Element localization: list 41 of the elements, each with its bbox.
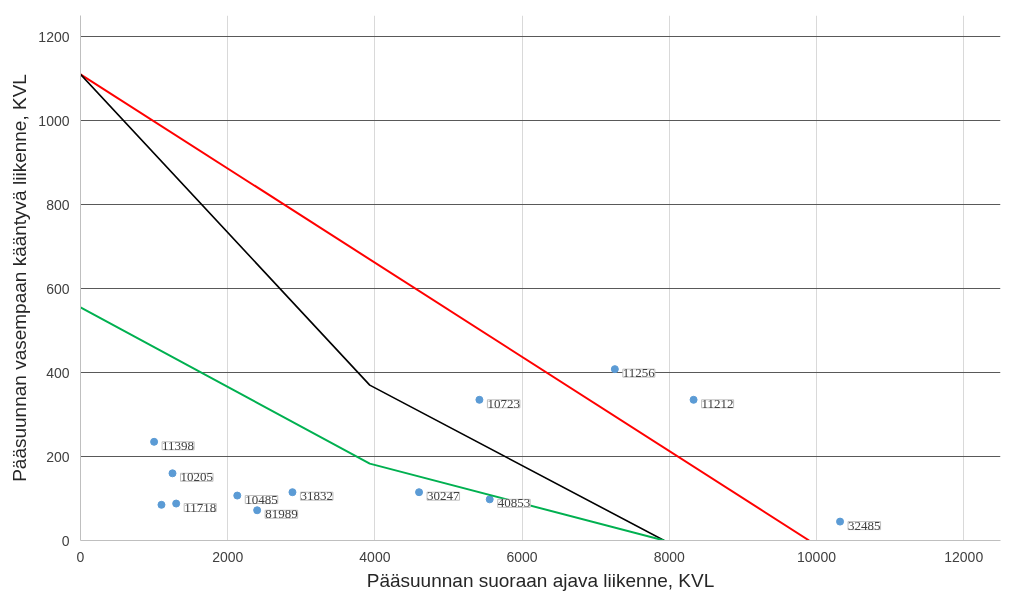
point	[610, 365, 619, 374]
x-tick-label: 10000	[797, 548, 837, 565]
x-axis-title: Pääsuunnan suoraan ajava liikenne, KVL	[366, 569, 715, 591]
y-tick-label: 0	[61, 532, 70, 549]
annotation: 11212	[701, 395, 734, 411]
point	[172, 499, 181, 508]
y-tick-label: 800	[46, 196, 70, 213]
x-tick-label: 8000	[653, 548, 686, 565]
annotation: 40853	[497, 495, 531, 511]
point	[475, 395, 484, 404]
point	[233, 491, 242, 500]
point	[415, 488, 424, 497]
point	[836, 517, 845, 526]
x-tick-label: 2000	[212, 548, 244, 565]
annotation: 32485	[848, 517, 881, 533]
y-tick-label: 400	[46, 364, 70, 381]
y-axis-title: Pääsuunnan vasempaan kääntyvä liikenne, KVL	[9, 74, 31, 482]
point	[485, 495, 494, 504]
point	[157, 500, 166, 509]
x-tick-label: 6000	[506, 548, 538, 565]
x-tick-label: 12000	[944, 548, 984, 565]
annotation: 11398	[162, 437, 195, 453]
point	[689, 395, 698, 404]
point	[150, 437, 159, 446]
y-tick-label: 200	[46, 448, 70, 465]
annotation: 10485	[245, 491, 278, 507]
annotation: 81989	[265, 506, 298, 522]
y-tick-label: 600	[46, 280, 70, 297]
annotation: 31832	[300, 488, 333, 504]
annotation: 10723	[487, 395, 520, 411]
x-tick-label: 0	[76, 548, 85, 565]
annotation: 10205	[180, 469, 213, 485]
annotation: 11256	[622, 365, 656, 381]
y-tick-label: 1000	[38, 112, 70, 129]
point	[288, 488, 297, 497]
point	[168, 469, 177, 478]
x-tick-label: 4000	[359, 548, 391, 565]
annotation: 30247	[427, 488, 461, 504]
y-tick-label: 1200	[38, 28, 70, 45]
annotation: 11718	[184, 499, 217, 515]
point	[253, 506, 262, 515]
